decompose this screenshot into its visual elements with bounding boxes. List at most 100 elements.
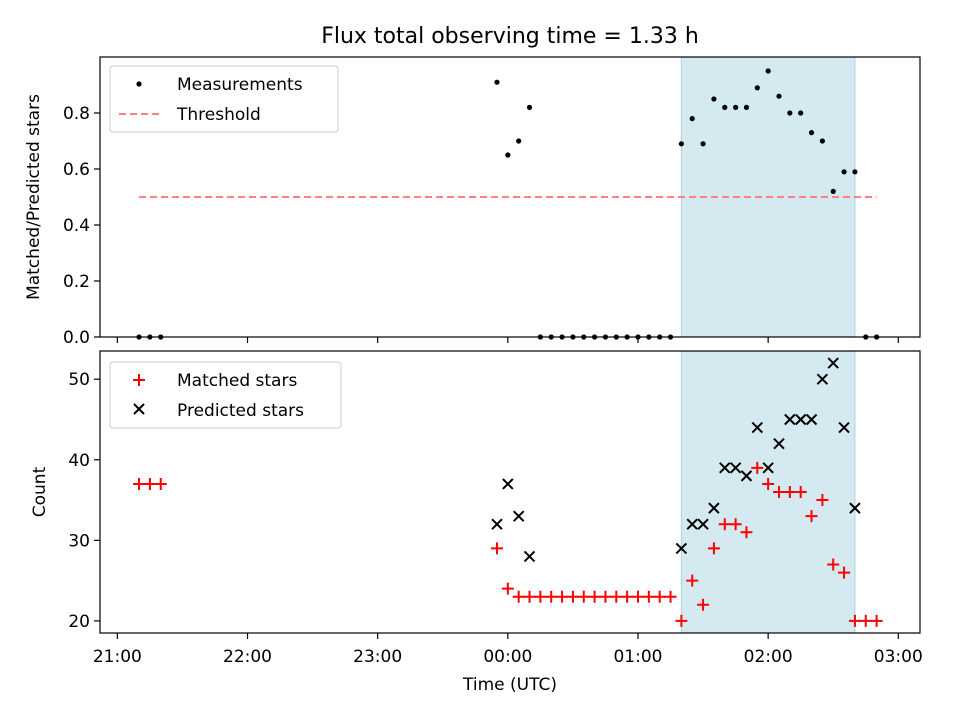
measurement-point bbox=[776, 93, 782, 99]
bottom-y-ticks: 20 30 40 50 bbox=[68, 370, 100, 632]
measurement-point bbox=[711, 96, 717, 102]
measurement-point bbox=[743, 104, 750, 110]
y-tick-label: 0.0 bbox=[63, 328, 90, 348]
x-tick-label: 01:00 bbox=[613, 647, 662, 667]
matched-star-point bbox=[816, 494, 829, 507]
y-tick-label: 0.6 bbox=[63, 160, 90, 180]
matched-star-point bbox=[642, 590, 655, 603]
matched-star-point bbox=[523, 590, 536, 603]
top-panel: 0.00.20.40.60.8 Matched/Predicted stars … bbox=[24, 56, 921, 348]
legend-measurements-marker bbox=[136, 81, 142, 87]
top-legend-box bbox=[109, 65, 339, 133]
matched-star-point bbox=[762, 477, 775, 490]
predicted-star-point bbox=[784, 413, 796, 426]
matched-star-point bbox=[697, 598, 710, 611]
matched-star-point bbox=[566, 590, 579, 603]
y-tick-label: 0.8 bbox=[63, 104, 90, 124]
predicted-star-point bbox=[502, 478, 514, 490]
bottom-axes-frame bbox=[99, 350, 921, 634]
measurement-point bbox=[841, 169, 847, 175]
measurement-point bbox=[798, 110, 804, 116]
matched-star-point bbox=[729, 518, 742, 531]
predicted-star-point bbox=[729, 462, 742, 474]
x-tick-label: 21:00 bbox=[93, 647, 142, 667]
matched-star-point bbox=[827, 558, 840, 571]
predicted-star-point bbox=[708, 502, 720, 514]
predicted-star-point bbox=[740, 470, 753, 482]
bottom-panel: 20 30 40 50 21:00 22:00 23:00 00:00 01:00 02:00 0… bbox=[30, 350, 923, 695]
measurement-point bbox=[787, 110, 793, 116]
top-x-ticks bbox=[116, 337, 899, 343]
bottom-legend: Matched stars Predicted stars bbox=[109, 361, 342, 429]
x-tick-label: 02:00 bbox=[744, 647, 793, 667]
measurement-point bbox=[494, 79, 500, 85]
predicted-star-point bbox=[686, 518, 698, 530]
chart-title: Flux total observing time = 1.33 h bbox=[321, 24, 699, 49]
matched-star-point bbox=[772, 486, 785, 498]
matched-star-point bbox=[718, 518, 731, 531]
matched-star-point bbox=[675, 614, 688, 627]
predicted-star-point bbox=[675, 542, 688, 555]
matched-star-point bbox=[838, 566, 851, 579]
matched-star-point bbox=[133, 477, 146, 490]
predicted-star-point bbox=[849, 502, 861, 514]
matched-star-point bbox=[512, 590, 525, 603]
bottom-series-group bbox=[133, 357, 883, 627]
top-legend: Measurements Threshold bbox=[109, 65, 339, 133]
y-tick-label: 0.4 bbox=[63, 216, 90, 236]
measurement-point bbox=[830, 188, 836, 194]
measurement-point bbox=[733, 104, 739, 110]
bottom-y-axis-label: Count bbox=[30, 466, 50, 517]
matched-star-point bbox=[545, 590, 558, 603]
y-tick-label: 0.2 bbox=[63, 272, 90, 292]
measurement-point bbox=[516, 138, 522, 144]
predicted-star-point bbox=[773, 437, 785, 450]
x-tick-label: 00:00 bbox=[483, 647, 532, 667]
top-axes-frame bbox=[99, 56, 921, 338]
matched-star-point bbox=[556, 590, 569, 603]
bottom-legend-box bbox=[109, 361, 342, 429]
matched-star-point bbox=[588, 590, 601, 603]
observing-window-shade bbox=[681, 351, 855, 633]
measurement-point bbox=[852, 169, 858, 175]
legend-predicted-label: Predicted stars bbox=[177, 401, 304, 421]
measurement-point bbox=[819, 138, 825, 144]
measurement-point bbox=[526, 104, 533, 110]
x-tick-label: 03:00 bbox=[874, 647, 923, 667]
matched-star-point bbox=[154, 477, 167, 490]
y-tick-label: 40 bbox=[68, 451, 90, 471]
measurement-point bbox=[722, 104, 728, 110]
matched-star-point bbox=[707, 542, 720, 555]
matched-star-point bbox=[501, 582, 514, 595]
matched-star-point bbox=[783, 486, 796, 498]
predicted-star-point bbox=[794, 413, 807, 426]
matched-star-point bbox=[577, 590, 590, 603]
predicted-star-point bbox=[491, 518, 503, 530]
legend-measurements-label: Measurements bbox=[177, 75, 303, 95]
x-tick-label: 22:00 bbox=[223, 647, 272, 667]
matched-star-point bbox=[653, 590, 666, 603]
x-axis-label: Time (UTC) bbox=[462, 675, 557, 695]
matched-star-point bbox=[751, 461, 764, 474]
predicted-star-point bbox=[751, 421, 764, 434]
matched-star-point bbox=[794, 486, 807, 498]
matched-star-point bbox=[610, 590, 623, 603]
matched-star-point bbox=[664, 590, 677, 603]
x-tick-label: 23:00 bbox=[353, 647, 402, 667]
legend-matched-label: Matched stars bbox=[177, 371, 297, 391]
matched-star-point bbox=[490, 542, 503, 555]
predicted-star-point bbox=[827, 357, 839, 369]
legend-predicted-marker bbox=[133, 403, 145, 415]
matched-star-point bbox=[686, 574, 699, 587]
measurement-point bbox=[765, 68, 771, 74]
y-tick-label: 20 bbox=[68, 612, 90, 632]
measurement-point bbox=[505, 152, 511, 158]
measurement-point bbox=[700, 141, 706, 147]
y-tick-label: 30 bbox=[68, 531, 90, 551]
measurement-point bbox=[808, 130, 815, 136]
matched-star-point bbox=[870, 614, 883, 627]
matched-star-point bbox=[621, 590, 634, 603]
matched-star-point bbox=[805, 510, 818, 523]
matched-star-point bbox=[859, 614, 872, 627]
legend-threshold-label: Threshold bbox=[176, 105, 261, 125]
